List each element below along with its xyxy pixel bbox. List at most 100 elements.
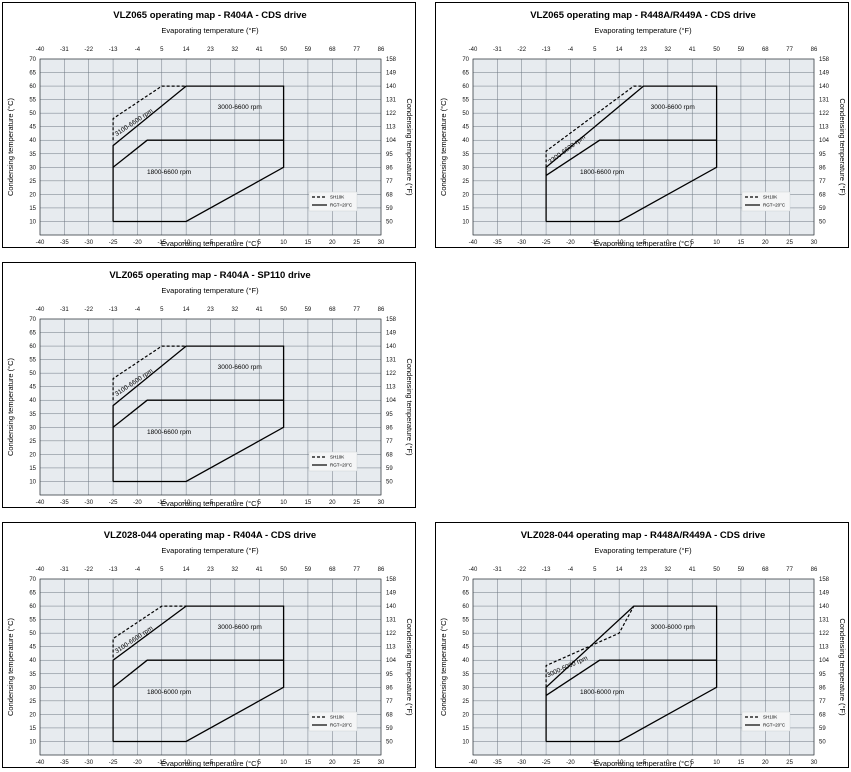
region-label-high: 3000-6600 rpm [218, 104, 262, 111]
y-tick-label-f: 149 [386, 71, 397, 77]
y-tick-label-f: 95 [819, 152, 826, 158]
y-tick-label-f: 86 [819, 165, 826, 171]
x-tick-label-f: 59 [305, 567, 312, 573]
region-label-low: 1800-6600 rpm [147, 169, 191, 176]
y-tick-label-c: 15 [29, 726, 36, 732]
x-tick-label-f: 77 [786, 47, 793, 53]
y-tick-label-c: 20 [29, 192, 36, 198]
x-tick-label-f: 86 [811, 567, 818, 573]
y-tick-label-f: 149 [386, 331, 397, 337]
y-tick-label-c: 70 [29, 57, 36, 63]
x-tick-label-f: -13 [109, 567, 118, 573]
y-tick-label-f: 122 [819, 631, 830, 637]
x-tick-label-c: -20 [566, 760, 575, 766]
x-tick-label-f: 68 [762, 47, 769, 53]
envelope-line [545, 85, 644, 168]
x-tick-label-f: 50 [280, 307, 287, 313]
x-tick-label-c: 30 [378, 240, 385, 246]
plot-frame [39, 318, 382, 496]
x-tick-label-c: -25 [109, 500, 118, 506]
legend-label-sh10k: SH10K [330, 195, 344, 200]
y-tick-label-f: 59 [386, 726, 393, 732]
y-tick-label-c: 30 [29, 425, 36, 431]
chart-title: VLZ065 operating map - R404A - SP110 dri… [109, 270, 310, 281]
x-axis-label-bottom: Evaporating temperature (°C) [161, 499, 260, 508]
x-tick-label-c: 30 [378, 760, 385, 766]
x-tick-label-c: 20 [329, 240, 336, 246]
y-tick-label-c: 65 [462, 71, 469, 77]
x-tick-label-f: -31 [493, 47, 502, 53]
y-tick-label-f: 104 [819, 138, 830, 144]
y-tick-label-c: 45 [462, 125, 469, 131]
x-tick-label-f: 23 [207, 47, 214, 53]
y-tick-label-f: 77 [386, 699, 393, 705]
x-tick-label-f: 32 [232, 47, 239, 53]
y-tick-label-c: 70 [29, 577, 36, 583]
chart-svg-1: -40 -40 -35 -31 -30 -22 -25 -13 -20 -4 -15 5 -10 14 -5… [6, 10, 414, 247]
x-tick-label-c: -20 [133, 500, 142, 506]
x-tick-label-f: 14 [616, 567, 623, 573]
region-label-low: 1800-6600 rpm [147, 429, 191, 436]
x-tick-label-c: -25 [109, 760, 118, 766]
y-axis-label-right: Condensing temperature (°F) [838, 98, 847, 196]
x-tick-label-f: 68 [329, 567, 336, 573]
chart-panel-1: -40 -40 -35 -31 -30 -22 -25 -13 -20 -4 -15 5 -10 14 -5… [2, 2, 416, 248]
x-tick-label-f: 68 [329, 47, 336, 53]
y-tick-label-f: 122 [819, 111, 830, 117]
y-tick-label-c: 35 [29, 412, 36, 418]
x-tick-label-c: -5 [641, 760, 647, 766]
y-tick-label-f: 149 [819, 71, 830, 77]
x-axis-label-top: Evaporating temperature (°F) [161, 26, 259, 35]
y-tick-label-c: 40 [29, 398, 36, 404]
x-tick-label-c: -40 [469, 760, 478, 766]
x-axis-label-top: Evaporating temperature (°F) [161, 546, 259, 555]
y-tick-label-f: 77 [819, 179, 826, 185]
envelope-line [112, 399, 284, 428]
x-tick-label-f: 5 [593, 47, 597, 53]
x-tick-label-c: -40 [36, 760, 45, 766]
y-tick-label-f: 158 [819, 57, 830, 63]
region-label-high: 3000-6000 rpm [651, 624, 695, 631]
x-tick-label-f: 41 [256, 567, 263, 573]
x-tick-label-f: 41 [689, 567, 696, 573]
x-tick-label-f: 68 [329, 307, 336, 313]
x-axis-label-bottom: Evaporating temperature (°C) [161, 759, 260, 768]
y-tick-label-c: 15 [462, 726, 469, 732]
legend-label-rgt: RGT=20°C [763, 723, 786, 728]
y-tick-label-c: 60 [462, 604, 469, 610]
y-tick-label-f: 158 [819, 577, 830, 583]
x-tick-label-f: 86 [811, 47, 818, 53]
y-tick-label-c: 25 [29, 699, 36, 705]
y-axis-label-right: Condensing temperature (°F) [405, 98, 414, 196]
y-tick-label-f: 50 [386, 479, 393, 485]
y-tick-label-c: 40 [462, 658, 469, 664]
x-tick-label-f: -22 [517, 567, 526, 573]
y-tick-label-c: 40 [29, 138, 36, 144]
x-tick-label-c: -20 [133, 240, 142, 246]
x-tick-label-c: 15 [738, 760, 745, 766]
x-tick-label-c: -20 [133, 760, 142, 766]
x-tick-label-f: -22 [84, 47, 93, 53]
x-tick-label-f: 77 [353, 567, 360, 573]
x-tick-label-f: 50 [280, 47, 287, 53]
y-tick-label-f: 158 [386, 577, 397, 583]
y-axis-label-right: Condensing temperature (°F) [405, 358, 414, 456]
y-tick-label-c: 60 [29, 604, 36, 610]
y-tick-label-c: 40 [29, 658, 36, 664]
x-tick-label-c: 30 [811, 240, 818, 246]
x-tick-label-c: -35 [493, 240, 502, 246]
x-tick-label-f: -4 [568, 47, 574, 53]
chart-svg-4: -40 -40 -35 -31 -30 -22 -25 -13 -20 -4 -15 5 -10 14 -5… [6, 530, 414, 768]
y-axis-label-left: Condensing temperature (°C) [439, 617, 448, 716]
y-tick-label-c: 35 [462, 672, 469, 678]
x-tick-label-c: -10 [615, 240, 624, 246]
y-tick-label-f: 140 [819, 84, 830, 90]
region-label-high: 3000-6600 rpm [218, 624, 262, 631]
y-tick-label-c: 70 [462, 577, 469, 583]
chart-svg-3: -40 -40 -35 -31 -30 -22 -25 -13 -20 -4 -15 5 -10 14 -5… [6, 270, 414, 508]
x-tick-label-c: -20 [566, 240, 575, 246]
x-tick-label-c: 30 [378, 500, 385, 506]
x-tick-label-f: 14 [183, 567, 190, 573]
x-tick-label-f: 68 [762, 567, 769, 573]
y-axis-label-left: Condensing temperature (°C) [6, 617, 15, 716]
